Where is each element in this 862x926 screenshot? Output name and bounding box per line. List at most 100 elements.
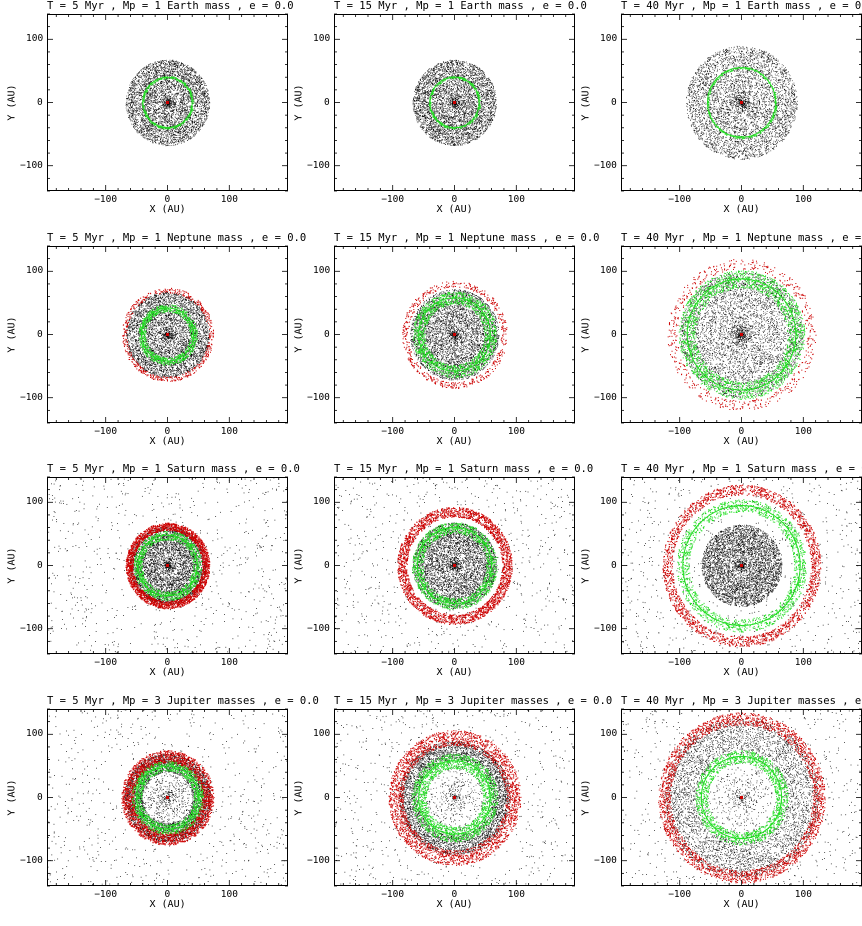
scatter-plot — [621, 14, 862, 191]
chart-panel: T = 5 Myr , Mp = 1 Neptune mass , e = 0.… — [0, 232, 287, 463]
x-axis-label: X (AU) — [724, 899, 760, 910]
y-tick-label: 100 — [313, 265, 330, 276]
y-axis-label: Y (AU) — [580, 84, 591, 120]
x-tick-label: −100 — [381, 657, 404, 668]
chart-title: T = 5 Myr , Mp = 1 Neptune mass , e = 0.… — [47, 232, 288, 244]
y-axis-label: Y (AU) — [580, 779, 591, 815]
scatter-plot — [334, 477, 575, 654]
y-axis-label: Y (AU) — [293, 84, 304, 120]
x-tick-label: −100 — [381, 889, 404, 900]
x-tick-label: 100 — [508, 889, 525, 900]
scatter-plot — [47, 246, 288, 423]
scatter-plot — [621, 246, 862, 423]
y-axis-label: Y (AU) — [6, 316, 17, 352]
chart-title: T = 15 Myr , Mp = 3 Jupiter masses , e =… — [334, 695, 575, 707]
central-star-marker — [453, 101, 456, 104]
y-tick-label: 0 — [611, 792, 617, 803]
x-tick-label: −100 — [668, 889, 691, 900]
y-axis-label: Y (AU) — [580, 547, 591, 583]
y-tick-label: 100 — [26, 265, 43, 276]
y-tick-label: −100 — [594, 855, 617, 866]
y-tick-label: −100 — [307, 160, 330, 171]
y-tick-label: −100 — [594, 160, 617, 171]
y-axis-label: Y (AU) — [293, 779, 304, 815]
y-tick-label: 100 — [600, 728, 617, 739]
y-tick-label: 100 — [600, 496, 617, 507]
chart-panel: T = 15 Myr , Mp = 3 Jupiter masses , e =… — [287, 695, 574, 926]
y-tick-label: −100 — [307, 855, 330, 866]
scatter-plot — [334, 246, 575, 423]
chart-title: T = 5 Myr , Mp = 3 Jupiter masses , e = … — [47, 695, 288, 707]
chart-title: T = 15 Myr , Mp = 1 Earth mass , e = 0.0 — [334, 0, 575, 12]
x-axis-label: X (AU) — [437, 667, 473, 678]
x-tick-label: 100 — [795, 426, 812, 437]
chart-title: T = 15 Myr , Mp = 1 Saturn mass , e = 0.… — [334, 463, 575, 475]
central-star-marker — [740, 101, 743, 104]
central-star-marker — [740, 564, 743, 567]
chart-title: T = 5 Myr , Mp = 1 Saturn mass , e = 0.0 — [47, 463, 288, 475]
x-tick-label: −100 — [668, 426, 691, 437]
central-star-marker — [166, 333, 169, 336]
x-axis-label: X (AU) — [437, 204, 473, 215]
y-tick-label: 0 — [37, 97, 43, 108]
x-axis-label: X (AU) — [150, 899, 186, 910]
chart-panel: T = 40 Myr , Mp = 3 Jupiter masses , e =… — [574, 695, 861, 926]
x-tick-label: 100 — [795, 194, 812, 205]
y-tick-label: −100 — [594, 392, 617, 403]
y-tick-label: 100 — [313, 33, 330, 44]
y-tick-label: −100 — [594, 623, 617, 634]
y-tick-label: 100 — [26, 33, 43, 44]
x-axis-label: X (AU) — [150, 204, 186, 215]
y-tick-label: 0 — [611, 97, 617, 108]
y-tick-label: −100 — [307, 392, 330, 403]
x-tick-label: 100 — [508, 194, 525, 205]
x-tick-label: 100 — [221, 889, 238, 900]
x-axis-label: X (AU) — [150, 436, 186, 447]
x-axis-label: X (AU) — [150, 667, 186, 678]
y-tick-label: 100 — [26, 728, 43, 739]
chart-title: T = 40 Myr , Mp = 1 Neptune mass , e = 0… — [621, 232, 862, 244]
x-axis-label: X (AU) — [724, 436, 760, 447]
scatter-plot — [621, 477, 862, 654]
chart-panel: T = 5 Myr , Mp = 3 Jupiter masses , e = … — [0, 695, 287, 926]
chart-title: T = 5 Myr , Mp = 1 Earth mass , e = 0.0 — [47, 0, 288, 12]
y-tick-label: −100 — [20, 855, 43, 866]
y-tick-label: −100 — [307, 623, 330, 634]
chart-title: T = 40 Myr , Mp = 1 Earth mass , e = 0.0 — [621, 0, 862, 12]
y-tick-label: 0 — [37, 560, 43, 571]
x-tick-label: −100 — [668, 657, 691, 668]
scatter-plot — [621, 709, 862, 886]
x-tick-label: 100 — [221, 426, 238, 437]
y-axis-label: Y (AU) — [293, 316, 304, 352]
y-axis-label: Y (AU) — [580, 316, 591, 352]
central-star-marker — [166, 796, 169, 799]
y-tick-label: −100 — [20, 623, 43, 634]
x-tick-label: −100 — [381, 426, 404, 437]
central-star-marker — [166, 564, 169, 567]
x-tick-label: 100 — [508, 657, 525, 668]
scatter-plot — [47, 709, 288, 886]
y-tick-label: 0 — [611, 329, 617, 340]
x-axis-label: X (AU) — [437, 899, 473, 910]
x-tick-label: −100 — [94, 657, 117, 668]
chart-title: T = 40 Myr , Mp = 1 Saturn mass , e = 0.… — [621, 463, 862, 475]
x-tick-label: −100 — [94, 194, 117, 205]
y-tick-label: 0 — [37, 329, 43, 340]
x-tick-label: −100 — [668, 194, 691, 205]
y-tick-label: −100 — [20, 160, 43, 171]
chart-title: T = 40 Myr , Mp = 3 Jupiter masses , e =… — [621, 695, 862, 707]
y-tick-label: 0 — [37, 792, 43, 803]
central-star-marker — [166, 101, 169, 104]
scatter-plot — [334, 709, 575, 886]
central-star-marker — [453, 564, 456, 567]
y-tick-label: 0 — [324, 792, 330, 803]
central-star-marker — [740, 333, 743, 336]
y-tick-label: 100 — [600, 265, 617, 276]
chart-panel: T = 15 Myr , Mp = 1 Earth mass , e = 0.0… — [287, 0, 574, 231]
x-tick-label: 100 — [508, 426, 525, 437]
y-tick-label: 100 — [313, 496, 330, 507]
x-tick-label: −100 — [94, 426, 117, 437]
x-axis-label: X (AU) — [724, 204, 760, 215]
central-star-marker — [740, 796, 743, 799]
chart-panel: T = 40 Myr , Mp = 1 Earth mass , e = 0.0… — [574, 0, 861, 231]
